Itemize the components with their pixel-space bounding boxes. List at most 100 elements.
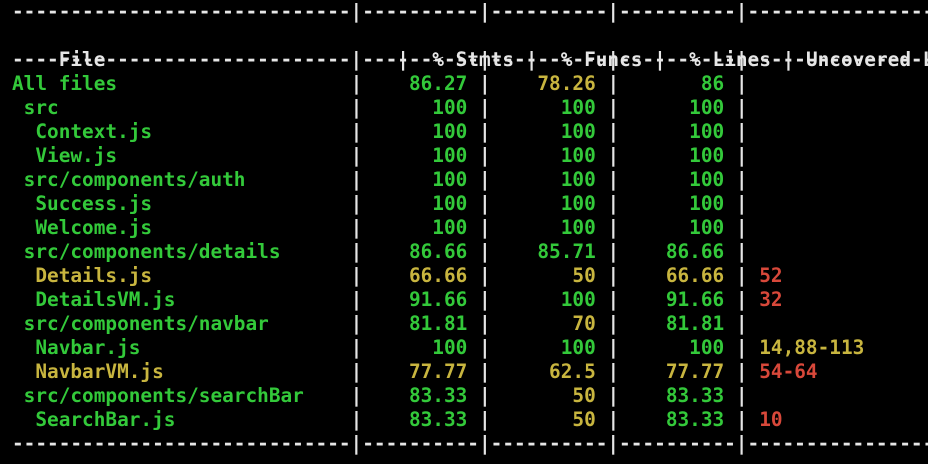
column-divider: | [735,360,760,383]
column-divider: | [607,240,631,263]
file-name: SearchBar.js [12,408,351,431]
table-header-row: File | % Stmts | % Funcs | % Lines | Unc… [12,24,928,71]
column-divider: | [735,192,760,215]
stmts-value: 100 [373,96,479,119]
column-divider: | [735,384,760,407]
file-name: Details.js [12,264,351,287]
table-top-border: -----------------------------|----------… [12,0,928,23]
column-divider: | [607,384,631,407]
table-row: src/components/details | 86.66 | 85.71 |… [12,240,759,264]
stmts-value: 83.33 [373,408,479,431]
funcs-value: 100 [502,192,608,215]
column-divider: | [607,192,631,215]
column-divider: | [607,336,631,359]
column-divider: | [350,360,374,383]
table-row: Success.js | 100 | 100 | 100 | [12,192,759,216]
file-name: src/components/auth [12,168,351,191]
uncovered-lines: 32 [759,288,783,311]
table-row: src/components/navbar | 81.81 | 70 | 81.… [12,312,759,336]
stmts-value: 86.66 [373,240,479,263]
uncovered-lines: 52 [759,264,783,287]
column-divider: | [607,216,631,239]
column-divider: | [350,72,374,95]
column-divider: | [735,264,760,287]
lines-value: 100 [630,216,736,239]
table-row: Context.js | 100 | 100 | 100 | [12,120,759,144]
column-divider: | [479,360,503,383]
table-header-border: -----------------------------|----------… [12,48,928,71]
header-funcs: % Funcs [549,48,655,71]
column-divider: | [735,144,760,167]
column-divider: | [735,216,760,239]
stmts-value: 100 [373,336,479,359]
column-divider: | [607,168,631,191]
column-divider: | [479,192,503,215]
header-stmts: % Stmts [420,48,526,71]
column-divider: | [735,120,760,143]
column-divider: | [735,336,760,359]
header-file: File [58,48,398,71]
header-uncovered: Uncovered Line #s [805,48,928,71]
column-divider: | [607,360,631,383]
column-divider: | [350,144,374,167]
column-divider: | [735,96,760,119]
stmts-value: 66.66 [373,264,479,287]
lines-value: 77.77 [630,360,736,383]
lines-value: 86 [630,72,736,95]
stmts-value: 86.27 [373,72,479,95]
table-row: SearchBar.js | 83.33 | 50 | 83.33 | 10 [12,408,783,432]
file-name: All files [12,72,351,95]
column-divider: | [350,336,374,359]
stmts-value: 100 [373,216,479,239]
funcs-value: 50 [502,408,608,431]
column-divider: | [350,288,374,311]
file-name: Navbar.js [12,336,351,359]
column-divider: | [607,144,631,167]
stmts-value: 100 [373,168,479,191]
lines-value: 100 [630,192,736,215]
funcs-value: 100 [502,120,608,143]
file-name: DetailsVM.js [12,288,351,311]
column-divider: | [479,144,503,167]
stmts-value: 91.66 [373,288,479,311]
column-divider: | [607,408,631,431]
column-divider: | [479,384,503,407]
uncovered-lines: 10 [759,408,783,431]
column-divider: | [479,240,503,263]
column-divider: | [735,72,760,95]
column-divider: | [479,168,503,191]
column-divider: | [479,216,503,239]
column-divider: | [479,288,503,311]
column-divider: | [479,264,503,287]
column-divider: | [735,288,760,311]
column-divider: | [607,288,631,311]
lines-value: 100 [630,144,736,167]
funcs-value: 100 [502,288,608,311]
table-bottom-border: -----------------------------|----------… [12,432,928,455]
column-divider: | [350,312,374,335]
column-divider: | [735,312,760,335]
lines-value: 100 [630,120,736,143]
lines-value: 100 [630,336,736,359]
column-divider: | [607,72,631,95]
column-divider: | [350,216,374,239]
table-row: Welcome.js | 100 | 100 | 100 | [12,216,759,240]
column-divider: | [479,336,503,359]
table-row: All files | 86.27 | 78.26 | 86 | [12,72,759,96]
stmts-value: 81.81 [373,312,479,335]
column-divider: | [350,168,374,191]
lines-value: 100 [630,96,736,119]
column-divider: | [479,120,503,143]
funcs-value: 85.71 [502,240,608,263]
funcs-value: 100 [502,168,608,191]
column-divider: | [735,240,760,263]
file-name: src [12,96,351,119]
file-name: src/components/details [12,240,351,263]
table-row: Details.js | 66.66 | 50 | 66.66 | 52 [12,264,783,288]
column-divider: | [525,48,550,71]
funcs-value: 62.5 [502,360,608,383]
column-divider: | [607,264,631,287]
table-row: View.js | 100 | 100 | 100 | [12,144,759,168]
header-lines: % Lines [677,48,783,71]
file-name: src/components/navbar [12,312,351,335]
